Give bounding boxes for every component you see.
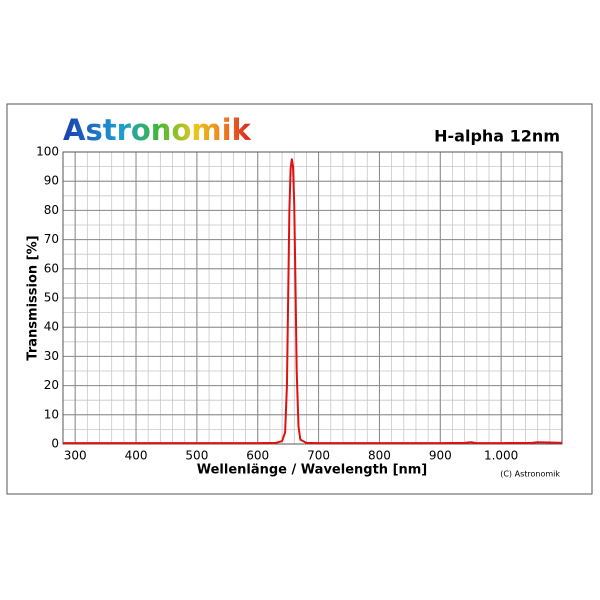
copyright: (C) Astronomik — [500, 470, 560, 479]
plot-border — [62, 151, 563, 445]
x-tick-label: 700 — [307, 449, 330, 463]
y-tick-label: 100 — [36, 145, 59, 159]
logo: Astronomik — [63, 113, 252, 147]
y-tick-label: 60 — [44, 261, 59, 275]
y-tick-label: 50 — [44, 291, 59, 305]
x-tick-label: 900 — [429, 449, 452, 463]
data-line — [63, 158, 563, 445]
x-tick-label: 1.000 — [484, 449, 518, 463]
x-tick-label: 300 — [64, 449, 87, 463]
y-tick-label: 80 — [44, 203, 59, 217]
chart-title: H-alpha 12nm — [434, 127, 560, 146]
y-tick-label: 70 — [44, 232, 59, 246]
y-tick-label: 40 — [44, 320, 59, 334]
x-axis-label: Wellenlänge / Wavelength [nm] — [197, 463, 428, 478]
y-tick-label: 30 — [44, 349, 59, 363]
x-tick-label: 600 — [246, 449, 269, 463]
x-tick-label: 800 — [368, 449, 391, 463]
y-tick-label: 10 — [44, 407, 59, 421]
y-tick-label: 20 — [44, 378, 59, 392]
x-tick-label: 400 — [125, 449, 148, 463]
x-tick-label: 500 — [185, 449, 208, 463]
y-tick-label: 0 — [51, 437, 59, 451]
y-tick-label: 90 — [44, 174, 59, 188]
y-axis-label: Transmission [%] — [26, 235, 41, 360]
